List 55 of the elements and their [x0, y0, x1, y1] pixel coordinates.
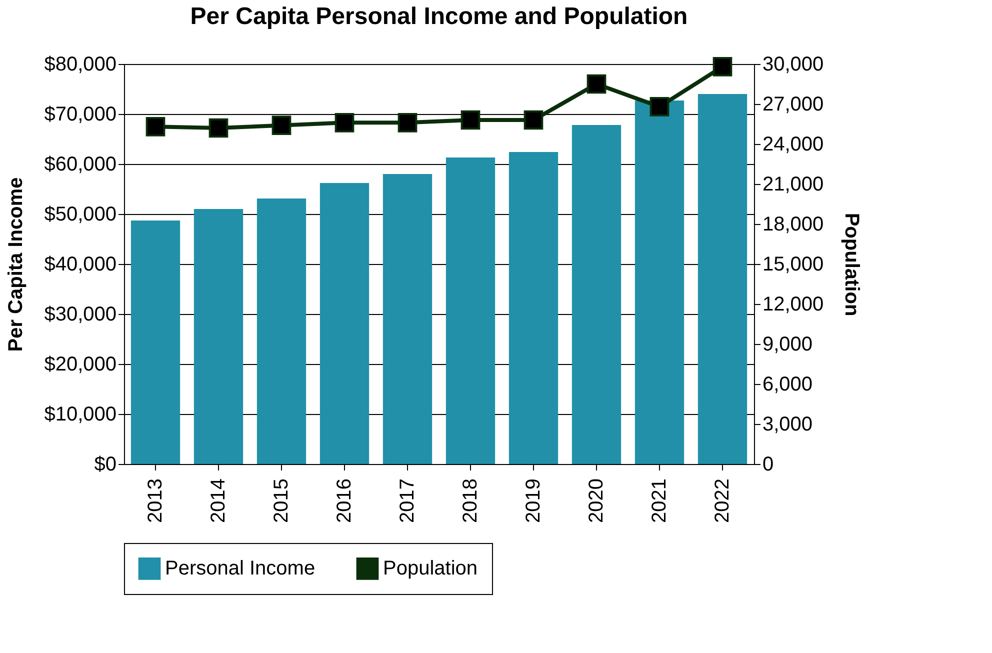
x-tick-label: 2020 [586, 478, 608, 523]
y-tick-label: $40,000 [44, 254, 116, 276]
y2-tick-label: 18,000 [762, 214, 824, 236]
y-tick-label: $20,000 [44, 354, 116, 376]
bar [320, 183, 370, 464]
x-tick-label: 2015 [270, 478, 292, 523]
bar [130, 220, 180, 464]
x-tick-label: 2022 [712, 478, 734, 523]
y2-axis-title: Population [840, 212, 863, 316]
y2-tick-label: 27,000 [762, 94, 824, 116]
x-tick-label: 2019 [522, 478, 544, 523]
x-tick-label: 2017 [396, 478, 418, 523]
x-tick-label: 2013 [144, 478, 166, 523]
bar [194, 209, 244, 464]
point [398, 113, 418, 132]
point [208, 118, 228, 138]
y2-tick-label: 15,000 [762, 254, 824, 276]
point [712, 57, 732, 76]
point [272, 116, 292, 135]
y2-tick-label: 30,000 [762, 54, 824, 76]
y-tick-label: $70,000 [44, 104, 116, 126]
bar [446, 158, 496, 464]
y2-tick-label: 12,000 [762, 294, 824, 316]
bar [382, 174, 432, 464]
y-tick-label: $60,000 [44, 154, 116, 176]
y2-tick-label: 0 [762, 454, 774, 476]
y2-tick-label: 9,000 [762, 334, 813, 356]
point [460, 110, 480, 130]
y2-tick-label: 3,000 [762, 414, 813, 436]
y2-tick-label: 21,000 [762, 174, 824, 196]
x-tick-label: 2021 [648, 478, 670, 523]
y-tick-label: $80,000 [44, 54, 116, 76]
y2-tick-label: 24,000 [762, 134, 824, 156]
x-tick-label: 2018 [460, 478, 482, 523]
bar [634, 100, 684, 464]
y-tick-label: $30,000 [44, 304, 116, 326]
legend-label: Population [383, 558, 478, 580]
bar [508, 152, 558, 464]
point [334, 113, 354, 132]
y2-tick-label: 6,000 [762, 374, 813, 396]
legend-label: Personal Income [165, 558, 316, 580]
y-axis-title: Per Capita Income [5, 177, 28, 352]
bar [698, 94, 748, 464]
y-tick-label: $50,000 [44, 204, 116, 226]
y-tick-label: $10,000 [44, 404, 116, 426]
point [650, 97, 670, 116]
chart-title: Per Capita Personal Income and Population [190, 3, 688, 30]
point [524, 110, 544, 130]
point [586, 74, 606, 94]
bar [256, 198, 306, 464]
point [146, 117, 166, 136]
y-tick-label: $0 [94, 454, 116, 476]
x-tick-label: 2016 [334, 478, 356, 523]
x-tick-label: 2014 [208, 478, 230, 523]
bar [572, 125, 622, 464]
